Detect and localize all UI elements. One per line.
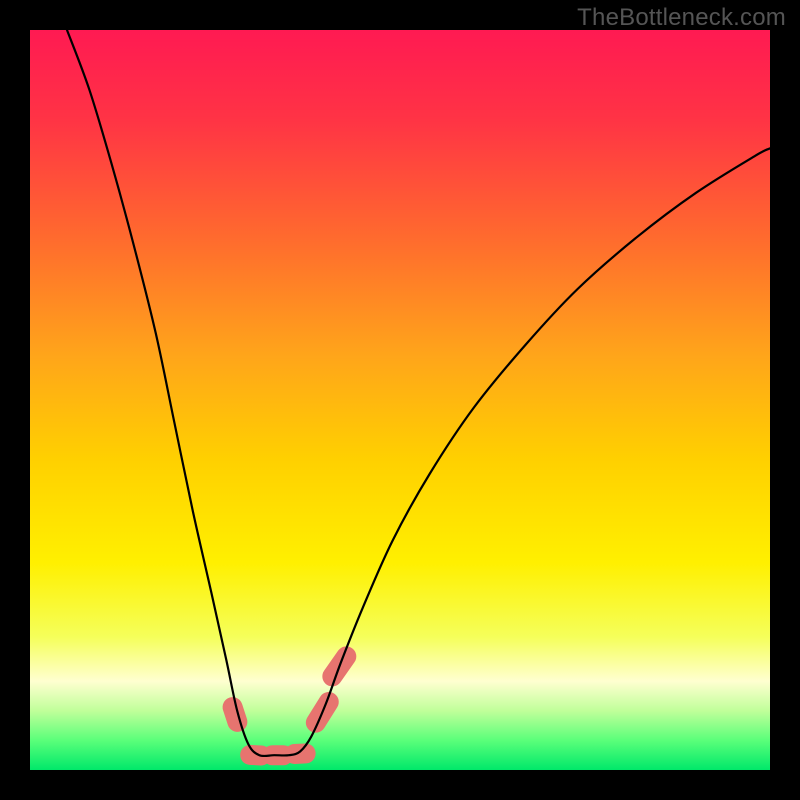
chart-overlay — [30, 30, 770, 770]
watermark-text: TheBottleneck.com — [577, 4, 786, 32]
plot-area — [30, 30, 770, 770]
marker-floor-3 — [284, 743, 316, 765]
bottleneck-curve — [67, 30, 770, 756]
markers-group — [220, 642, 360, 766]
